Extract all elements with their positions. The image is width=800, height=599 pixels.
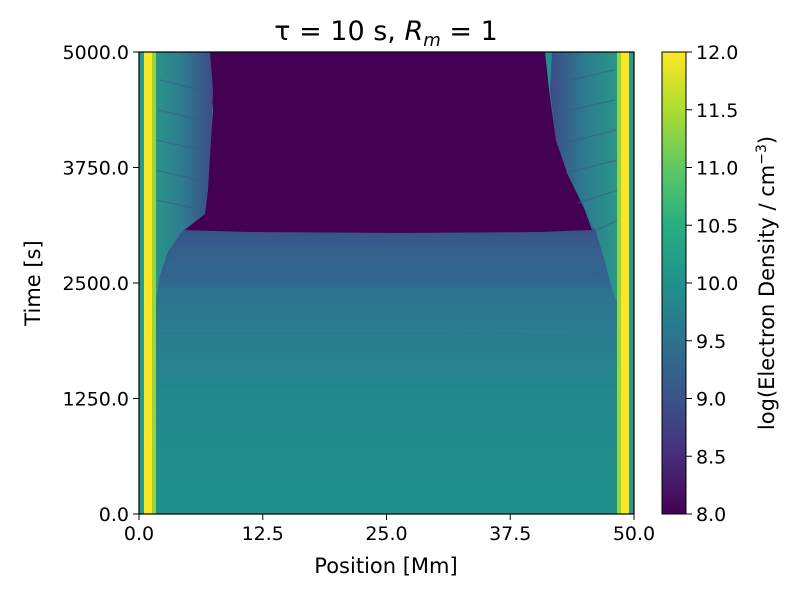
colorbar-tick-label: 9.0 — [696, 389, 726, 411]
y-tick-label: 1250.0 — [63, 389, 129, 411]
colorbar — [661, 51, 687, 515]
heatmap — [139, 52, 634, 514]
x-tick-label: 37.5 — [489, 523, 531, 545]
colorbar-tick-label: 11.0 — [696, 158, 738, 180]
y-axis-label: Time [s] — [21, 240, 45, 326]
colorbar-ticks: 8.0 8.5 9.0 9.5 10.0 10.5 11.0 11.5 12.0 — [686, 42, 738, 526]
x-axis-label: Position [Mm] — [314, 554, 457, 578]
colorbar-tick-label: 8.0 — [696, 504, 726, 526]
x-axis: 0.0 12.5 25.0 37.5 50.0 — [124, 514, 655, 545]
colorbar-tick-label: 10.5 — [696, 215, 738, 237]
y-axis: 0.0 1250.0 2500.0 3750.0 5000.0 — [63, 42, 139, 526]
colorbar-tick-label: 12.0 — [696, 42, 738, 64]
y-tick-label: 3750.0 — [63, 158, 129, 180]
x-tick-label: 50.0 — [613, 523, 655, 545]
y-tick-label: 0.0 — [99, 504, 129, 526]
y-tick-label: 5000.0 — [63, 42, 129, 64]
colorbar-tick-label: 8.5 — [696, 446, 726, 468]
colorbar-tick-label: 10.0 — [696, 273, 738, 295]
colorbar-tick-label: 9.5 — [696, 331, 726, 353]
x-tick-label: 0.0 — [124, 523, 154, 545]
x-tick-label: 25.0 — [365, 523, 407, 545]
chart-title: τ = 10 s, Rm = 1 — [274, 16, 498, 51]
colorbar-tick-label: 11.5 — [696, 100, 738, 122]
y-tick-label: 2500.0 — [63, 273, 129, 295]
x-tick-label: 12.5 — [242, 523, 284, 545]
colorbar-label: log(Electron Density / cm−3) — [754, 136, 779, 430]
